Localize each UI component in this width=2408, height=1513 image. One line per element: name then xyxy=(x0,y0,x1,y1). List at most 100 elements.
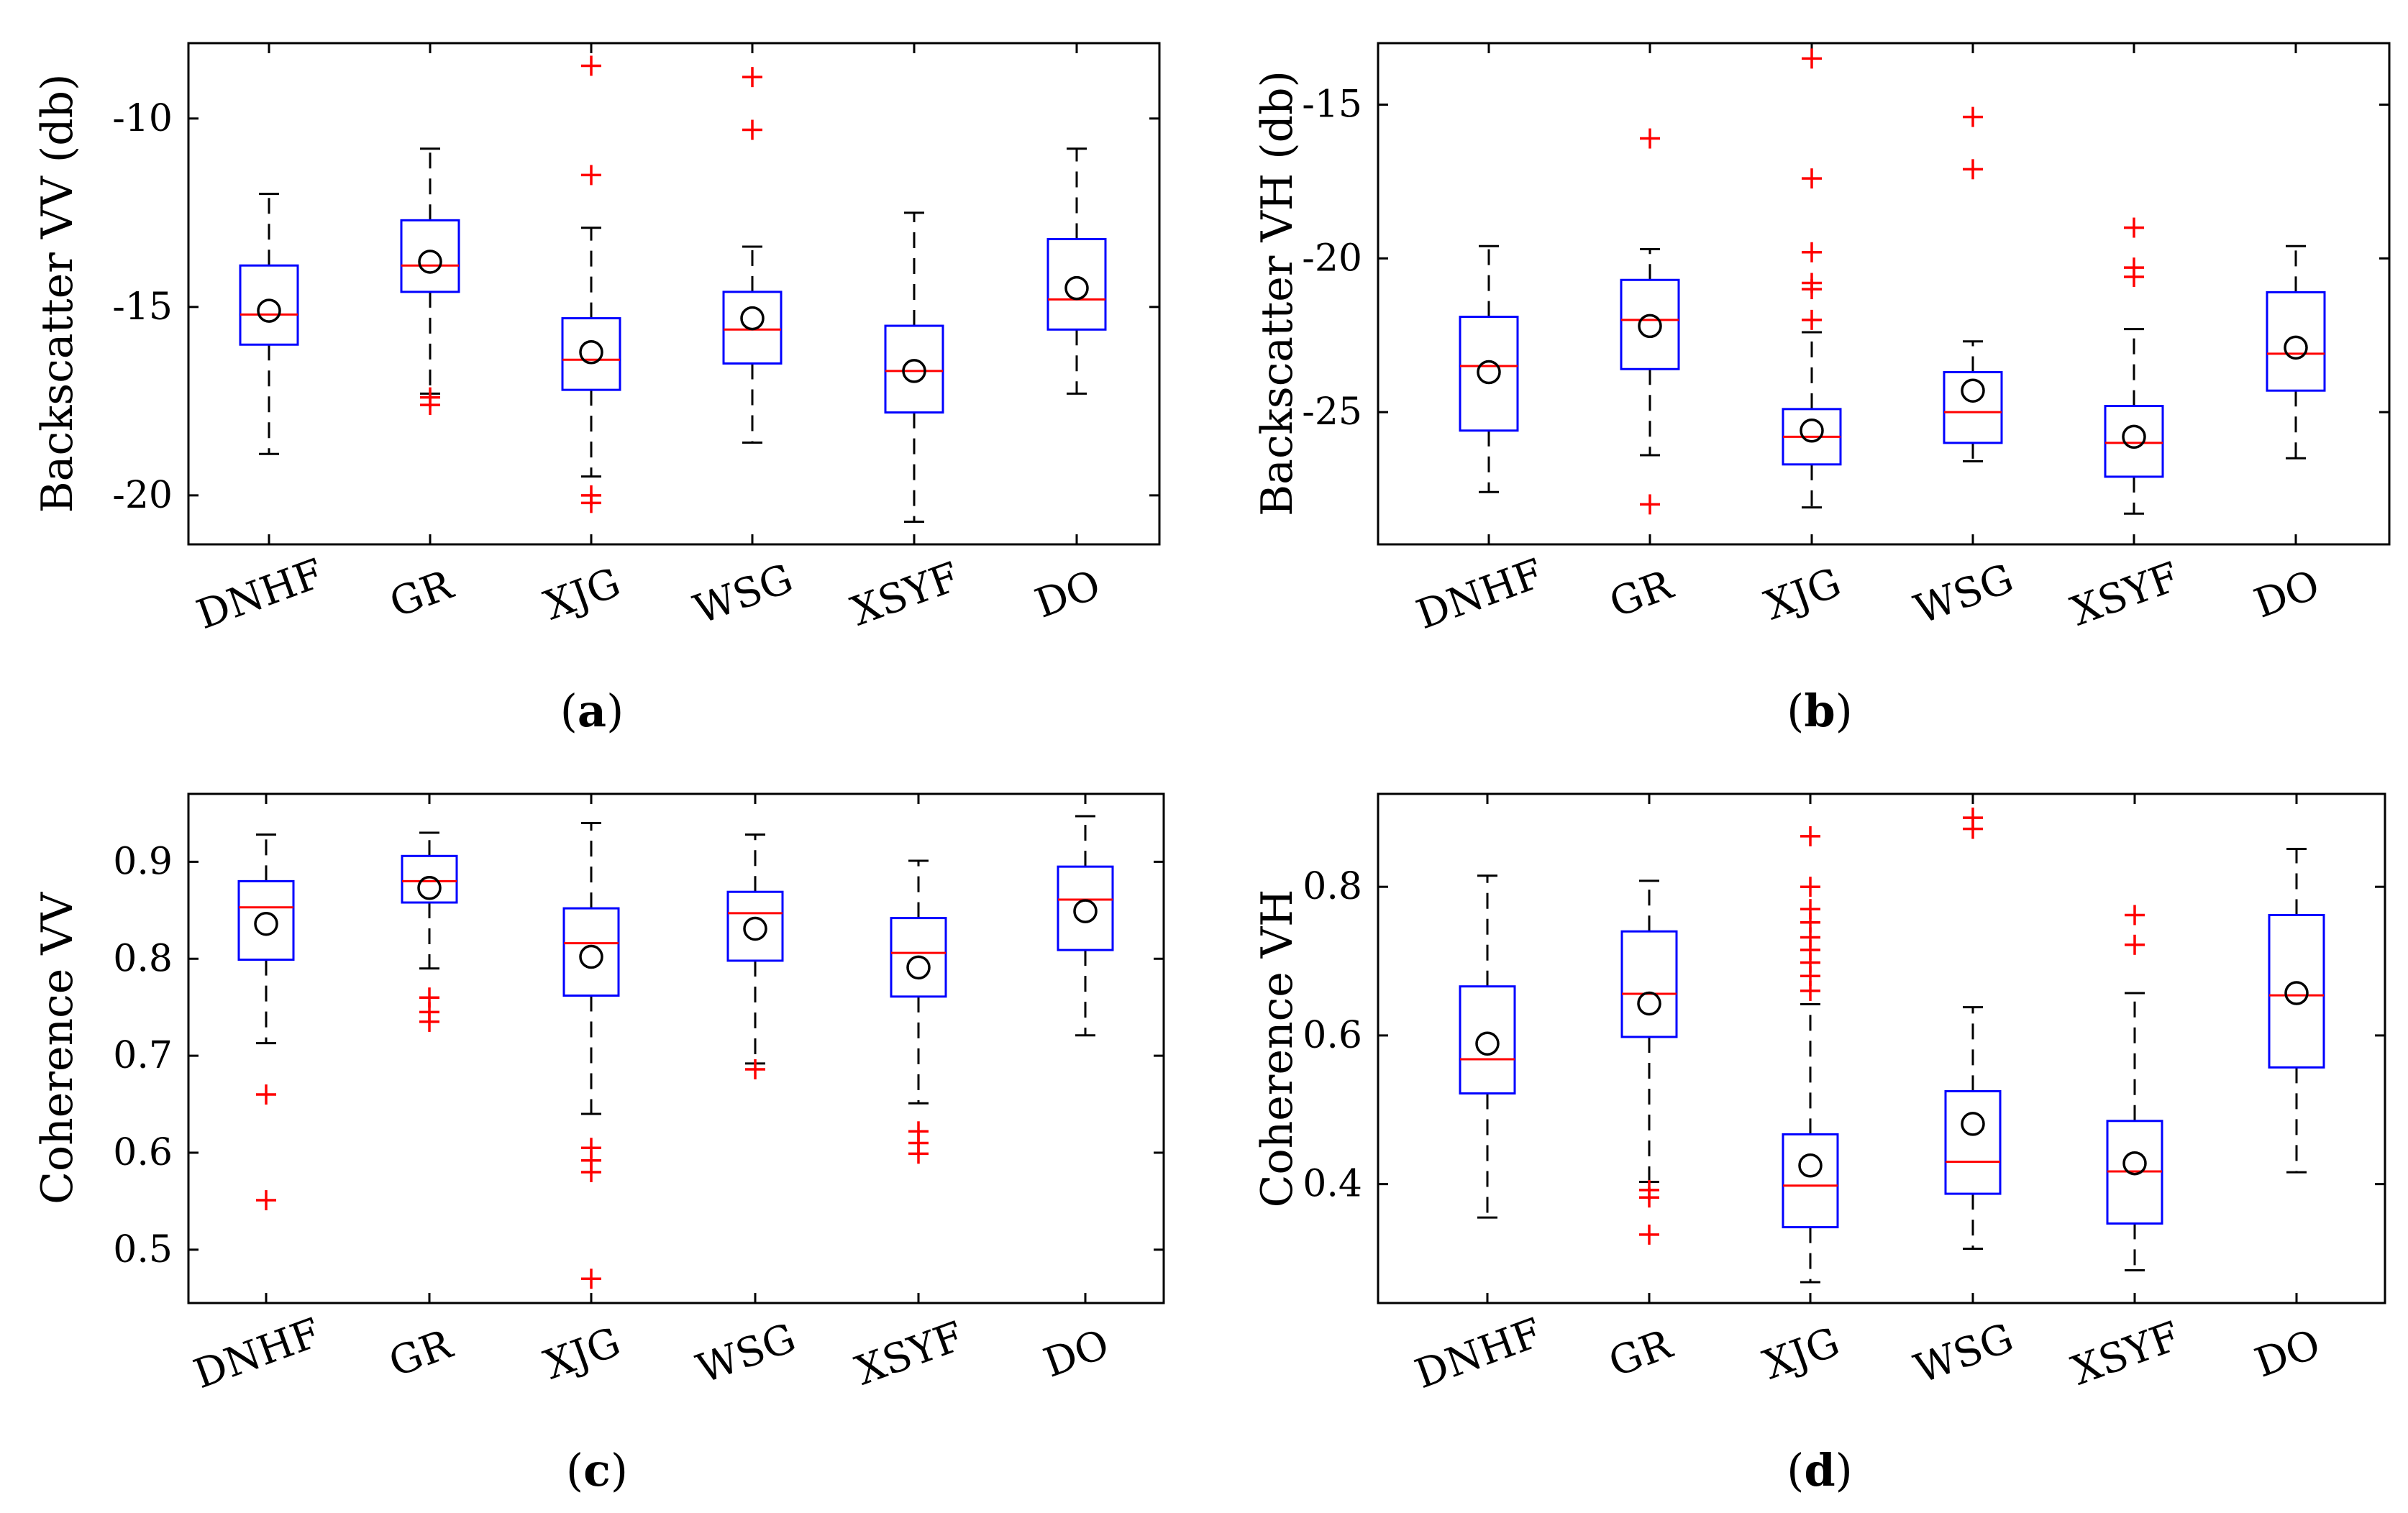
outlier-marker xyxy=(1802,273,1822,293)
box-iqr xyxy=(1459,316,1519,432)
mean-marker xyxy=(1073,899,1098,923)
mean-marker xyxy=(2284,981,2309,1005)
panel-d-caption-open: ( xyxy=(1787,1444,1804,1496)
outlier-marker xyxy=(1800,899,1820,920)
mean-marker xyxy=(417,876,442,900)
mean-marker xyxy=(1064,275,1089,301)
panel-b-y-axis-label: Backscatter VH (db) xyxy=(1252,70,1303,516)
panel-b-marks: -15 -20 -25 DNHF GR XJG WSG XSYF DO xyxy=(1302,43,2389,639)
panel-d-marks: 0.8 0.6 0.4 DNHF GR XJG WSG XSYF DO xyxy=(1303,794,2385,1398)
outlier-marker xyxy=(420,387,440,408)
box-iqr xyxy=(1459,985,1516,1095)
outlier-marker xyxy=(1639,1224,1659,1245)
y-tick-label: 0.9 xyxy=(113,840,173,883)
outlier-marker xyxy=(581,485,601,506)
panel-b-caption-open: ( xyxy=(1787,685,1804,737)
panel-c-plot-area xyxy=(187,792,1165,1304)
box-iqr xyxy=(400,219,460,293)
outlier-marker xyxy=(2124,217,2144,238)
panel-d-plot-area xyxy=(1377,792,2386,1304)
y-tick-label: -20 xyxy=(1302,237,1362,280)
category-label: GR xyxy=(383,1321,460,1386)
box-iqr xyxy=(2104,405,2164,478)
outlier-marker xyxy=(1800,826,1820,846)
mean-marker xyxy=(254,911,278,936)
panel-b: -15 -20 -25 DNHF GR XJG WSG XSYF DO Backscatter … xyxy=(1252,42,2391,737)
mean-marker xyxy=(902,359,926,383)
panel-b-caption: (b) xyxy=(1787,685,1853,737)
box-iqr xyxy=(239,264,299,346)
category-label: DNHF xyxy=(191,550,329,639)
y-tick-label: 0.8 xyxy=(113,937,173,980)
mean-marker xyxy=(1798,1153,1823,1178)
outlier-marker xyxy=(581,55,601,76)
mean-marker xyxy=(579,944,603,969)
category-label: DO xyxy=(2248,562,2326,628)
box-iqr xyxy=(1620,278,1680,370)
outlier-marker xyxy=(581,165,601,186)
box-iqr xyxy=(1943,371,2003,444)
outlier-marker xyxy=(1802,309,1822,330)
category-label: XSYF xyxy=(2065,554,2185,636)
outlier-marker xyxy=(1640,128,1660,149)
outlier-marker xyxy=(1802,168,1822,189)
mean-marker xyxy=(1961,1112,1985,1136)
panel-d-caption-close: ) xyxy=(1835,1444,1853,1496)
box-iqr xyxy=(237,879,295,961)
outlier-marker xyxy=(1963,106,1983,127)
category-label: DNHF xyxy=(1410,550,1549,639)
mean-marker xyxy=(1638,314,1662,339)
mean-marker xyxy=(1477,360,1501,385)
panel-d-caption-letter: d xyxy=(1804,1444,1835,1496)
outlier-marker xyxy=(1800,877,1820,897)
outlier-marker xyxy=(745,1059,765,1079)
panel-d: 0.8 0.6 0.4 DNHF GR XJG WSG XSYF DO Coherence VH… xyxy=(1252,792,2386,1496)
panel-c-y-axis-label: Coherence VV xyxy=(32,891,83,1205)
panel-b-plot-area xyxy=(1377,42,2391,546)
panel-c-caption-close: ) xyxy=(611,1444,628,1496)
category-label: DO xyxy=(1029,562,1107,628)
category-label: XJG xyxy=(538,1319,626,1389)
outlier-marker xyxy=(2124,257,2144,278)
mean-marker xyxy=(906,955,931,980)
panel-a-marks: -10 -15 -20 DNHF GR XJG WSG XSYF DO xyxy=(112,43,1159,639)
box-iqr xyxy=(1944,1089,2002,1195)
panel-b-caption-close: ) xyxy=(1835,685,1853,737)
panel-c-caption: (c) xyxy=(566,1444,628,1496)
box-iqr xyxy=(561,317,621,391)
box-iqr xyxy=(1057,865,1114,951)
mean-marker xyxy=(1961,378,1985,403)
panel-d-y-axis-label: Coherence VH xyxy=(1252,890,1303,1208)
panel-a-plot-area xyxy=(187,42,1161,546)
outlier-marker xyxy=(1802,242,1822,262)
outlier-marker xyxy=(1640,494,1660,515)
panel-a-caption: (a) xyxy=(560,685,624,737)
mean-marker xyxy=(579,339,603,365)
outlier-marker xyxy=(256,1190,276,1211)
panel-c-caption-letter: c xyxy=(583,1444,611,1496)
category-label: GR xyxy=(1604,562,1680,627)
y-tick-label: -10 xyxy=(112,97,173,140)
category-label: XSYF xyxy=(849,1313,970,1395)
mean-marker xyxy=(418,250,442,274)
panel-d-caption: (d) xyxy=(1787,1444,1853,1496)
y-tick-label: 0.6 xyxy=(113,1131,173,1174)
panel-b-caption-letter: b xyxy=(1804,685,1835,737)
box-iqr xyxy=(1046,238,1107,331)
mean-marker xyxy=(1800,419,1824,443)
outlier-marker xyxy=(908,1121,929,1142)
category-label: XSYF xyxy=(2066,1313,2186,1395)
box-iqr xyxy=(726,890,784,962)
y-tick-label: 0.8 xyxy=(1303,865,1362,908)
panel-a: -10 -15 -20 DNHF GR XJG WSG XSYF DO Backscatter … xyxy=(32,42,1161,737)
box-iqr xyxy=(722,291,783,365)
y-tick-label: 0.7 xyxy=(113,1034,173,1077)
category-label: DNHF xyxy=(1409,1309,1548,1398)
panel-c-caption-open: ( xyxy=(566,1444,583,1496)
box-iqr xyxy=(2266,291,2326,392)
box-iqr xyxy=(401,854,458,904)
outlier-marker xyxy=(256,1084,276,1105)
mean-marker xyxy=(2122,424,2146,449)
outlier-marker xyxy=(2125,905,2145,925)
